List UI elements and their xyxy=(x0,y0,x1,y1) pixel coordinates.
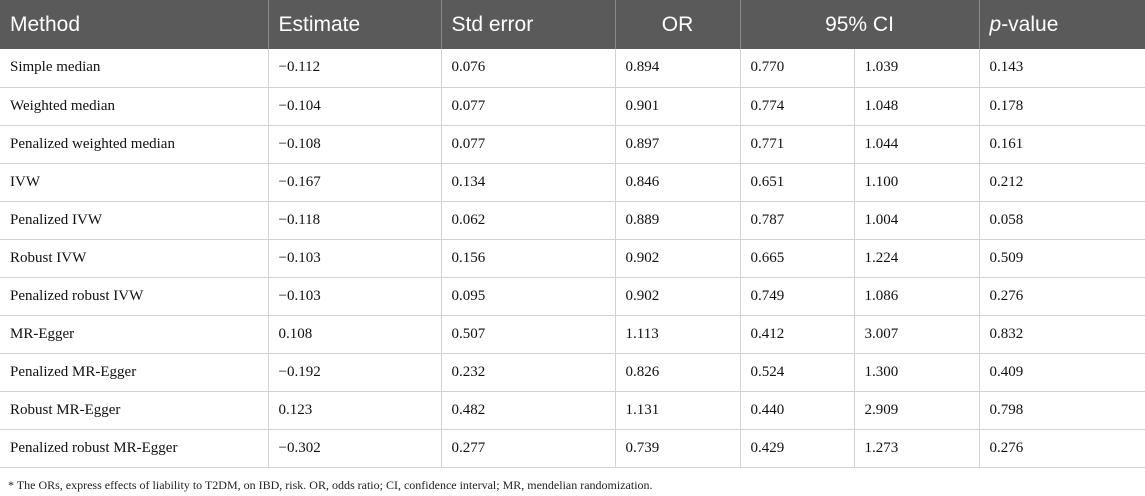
cell-ci-low: 0.665 xyxy=(740,239,855,278)
cell-ci-low: 0.749 xyxy=(740,277,855,316)
table-row: Robust MR-Egger 0.123 0.482 1.131 0.440 … xyxy=(0,391,1145,430)
cell-or: 0.897 xyxy=(615,125,741,164)
table-row: Penalized robust IVW −0.103 0.095 0.902 … xyxy=(0,277,1145,316)
cell-ci-low: 0.651 xyxy=(740,163,855,202)
cell-p-value: 0.409 xyxy=(979,353,1145,392)
cell-ci-low: 0.770 xyxy=(740,49,855,88)
cell-estimate: −0.103 xyxy=(268,239,442,278)
header-method: Method xyxy=(0,0,269,49)
cell-method: Simple median xyxy=(0,49,269,88)
cell-estimate: −0.302 xyxy=(268,429,442,468)
cell-ci-low: 0.774 xyxy=(740,87,855,126)
cell-ci-high: 3.007 xyxy=(854,315,980,354)
cell-estimate: −0.112 xyxy=(268,49,442,88)
cell-p-value: 0.178 xyxy=(979,87,1145,126)
cell-estimate: −0.118 xyxy=(268,201,442,240)
cell-ci-high: 1.044 xyxy=(854,125,980,164)
cell-estimate: 0.123 xyxy=(268,391,442,430)
cell-p-value: 0.058 xyxy=(979,201,1145,240)
cell-ci-low: 0.771 xyxy=(740,125,855,164)
cell-std-error: 0.507 xyxy=(441,315,616,354)
header-p-italic: p xyxy=(989,12,1002,36)
cell-ci-high: 1.224 xyxy=(854,239,980,278)
cell-estimate: −0.108 xyxy=(268,125,442,164)
cell-or: 0.901 xyxy=(615,87,741,126)
header-std-error: Std error xyxy=(441,0,616,49)
table-row: Penalized robust MR-Egger −0.302 0.277 0… xyxy=(0,429,1145,468)
cell-p-value: 0.832 xyxy=(979,315,1145,354)
header-estimate: Estimate xyxy=(268,0,442,49)
table-row: Penalized weighted median −0.108 0.077 0… xyxy=(0,125,1145,164)
cell-std-error: 0.076 xyxy=(441,49,616,88)
cell-p-value: 0.143 xyxy=(979,49,1145,88)
header-p-value: p-value xyxy=(979,0,1145,49)
results-table: Method Estimate Std error OR 95% CI p-va… xyxy=(0,0,1145,468)
cell-estimate: 0.108 xyxy=(268,315,442,354)
cell-std-error: 0.232 xyxy=(441,353,616,392)
cell-std-error: 0.077 xyxy=(441,87,616,126)
cell-ci-high: 1.004 xyxy=(854,201,980,240)
table-row: Simple median −0.112 0.076 0.894 0.770 1… xyxy=(0,49,1145,88)
cell-method: IVW xyxy=(0,163,269,202)
cell-or: 0.902 xyxy=(615,277,741,316)
cell-or: 0.846 xyxy=(615,163,741,202)
table-row: MR-Egger 0.108 0.507 1.113 0.412 3.007 0… xyxy=(0,315,1145,354)
table-row: Penalized IVW −0.118 0.062 0.889 0.787 1… xyxy=(0,201,1145,240)
cell-method: Penalized robust IVW xyxy=(0,277,269,316)
cell-ci-low: 0.440 xyxy=(740,391,855,430)
cell-ci-low: 0.429 xyxy=(740,429,855,468)
cell-ci-low: 0.524 xyxy=(740,353,855,392)
cell-method: Penalized weighted median xyxy=(0,125,269,164)
cell-or: 0.889 xyxy=(615,201,741,240)
cell-ci-high: 1.086 xyxy=(854,277,980,316)
cell-p-value: 0.212 xyxy=(979,163,1145,202)
cell-method: MR-Egger xyxy=(0,315,269,354)
cell-p-value: 0.161 xyxy=(979,125,1145,164)
table-footnote: * The ORs, express effects of liability … xyxy=(8,478,653,492)
cell-or: 0.826 xyxy=(615,353,741,392)
cell-std-error: 0.482 xyxy=(441,391,616,430)
table-row: IVW −0.167 0.134 0.846 0.651 1.100 0.212 xyxy=(0,163,1145,202)
cell-method: Penalized MR-Egger xyxy=(0,353,269,392)
cell-estimate: −0.103 xyxy=(268,277,442,316)
cell-std-error: 0.156 xyxy=(441,239,616,278)
cell-method: Penalized IVW xyxy=(0,201,269,240)
cell-or: 1.131 xyxy=(615,391,741,430)
cell-ci-low: 0.787 xyxy=(740,201,855,240)
header-p-rest: -value xyxy=(1001,12,1059,36)
header-or: OR xyxy=(615,0,741,49)
cell-p-value: 0.798 xyxy=(979,391,1145,430)
cell-ci-high: 2.909 xyxy=(854,391,980,430)
cell-estimate: −0.167 xyxy=(268,163,442,202)
cell-p-value: 0.276 xyxy=(979,429,1145,468)
table-row: Robust IVW −0.103 0.156 0.902 0.665 1.22… xyxy=(0,239,1145,278)
cell-ci-high: 1.100 xyxy=(854,163,980,202)
cell-p-value: 0.509 xyxy=(979,239,1145,278)
cell-estimate: −0.192 xyxy=(268,353,442,392)
header-row: Method Estimate Std error OR 95% CI p-va… xyxy=(0,0,1145,49)
cell-ci-high: 1.048 xyxy=(854,87,980,126)
cell-std-error: 0.077 xyxy=(441,125,616,164)
cell-method: Penalized robust MR-Egger xyxy=(0,429,269,468)
table-row: Weighted median −0.104 0.077 0.901 0.774… xyxy=(0,87,1145,126)
cell-or: 0.902 xyxy=(615,239,741,278)
cell-method: Robust MR-Egger xyxy=(0,391,269,430)
cell-std-error: 0.134 xyxy=(441,163,616,202)
table-row: Penalized MR-Egger −0.192 0.232 0.826 0.… xyxy=(0,353,1145,392)
cell-std-error: 0.277 xyxy=(441,429,616,468)
cell-or: 0.739 xyxy=(615,429,741,468)
cell-method: Robust IVW xyxy=(0,239,269,278)
cell-std-error: 0.095 xyxy=(441,277,616,316)
cell-ci-high: 1.273 xyxy=(854,429,980,468)
cell-estimate: −0.104 xyxy=(268,87,442,126)
cell-p-value: 0.276 xyxy=(979,277,1145,316)
cell-ci-high: 1.039 xyxy=(854,49,980,88)
cell-or: 1.113 xyxy=(615,315,741,354)
cell-ci-high: 1.300 xyxy=(854,353,980,392)
header-95-ci: 95% CI xyxy=(740,0,980,49)
cell-method: Weighted median xyxy=(0,87,269,126)
cell-ci-low: 0.412 xyxy=(740,315,855,354)
cell-or: 0.894 xyxy=(615,49,741,88)
cell-std-error: 0.062 xyxy=(441,201,616,240)
